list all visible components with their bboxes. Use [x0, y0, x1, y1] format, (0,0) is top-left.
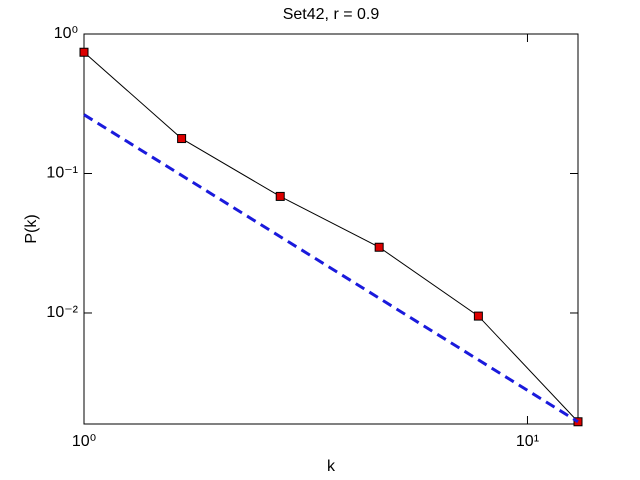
data-marker — [374, 242, 384, 252]
x-tick-label: 10⁰ — [72, 433, 96, 450]
series-line — [83, 113, 579, 424]
data-marker — [275, 191, 285, 201]
y-axis-label: P(k) — [23, 214, 40, 243]
y-tick-label: 10⁻² — [46, 304, 78, 321]
data-marker — [177, 134, 187, 144]
data-marker — [473, 311, 483, 321]
chart-title: Set42, r = 0.9 — [283, 6, 380, 23]
x-tick-label: 10¹ — [516, 433, 539, 450]
y-tick-label: 10⁰ — [54, 25, 78, 42]
data-marker — [79, 47, 89, 57]
series-line — [83, 51, 579, 423]
y-tick-label: 10⁻¹ — [46, 165, 78, 182]
x-axis-label: k — [327, 458, 336, 475]
plot-area — [83, 33, 579, 425]
